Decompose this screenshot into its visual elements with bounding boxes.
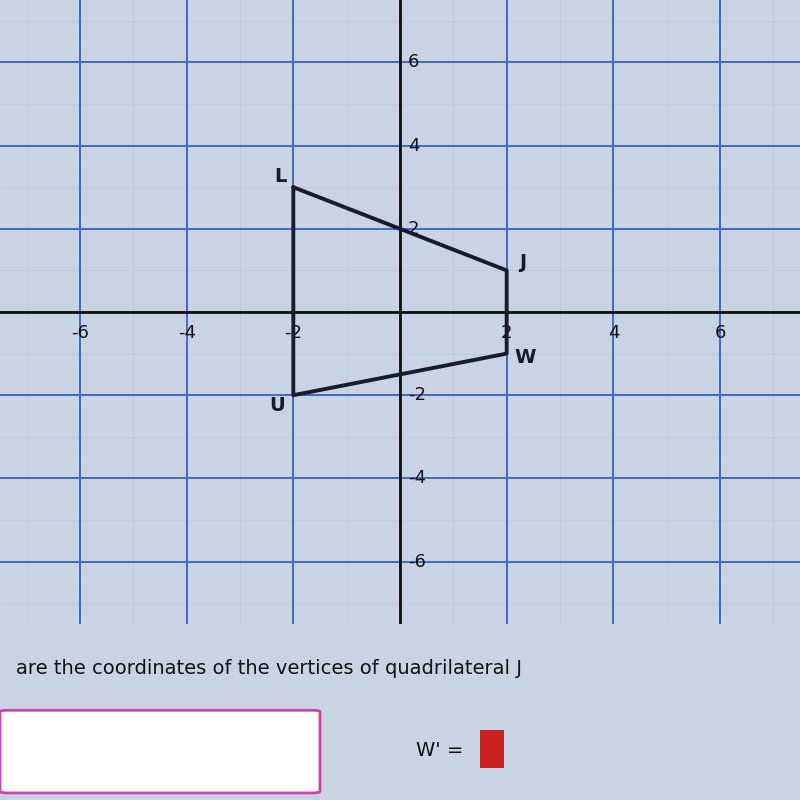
Text: are the coordinates of the vertices of quadrilateral J: are the coordinates of the vertices of q… [16,658,522,678]
Text: L: L [274,167,286,186]
Text: 4: 4 [607,325,619,342]
Text: -6: -6 [408,553,426,570]
Text: W: W [514,348,536,367]
Text: -6: -6 [71,325,89,342]
Text: 2: 2 [501,325,513,342]
Text: -2: -2 [408,386,426,404]
Bar [480,730,504,768]
Text: -4: -4 [408,470,426,487]
Text: 2: 2 [408,220,419,238]
FancyBboxPatch shape [0,710,320,793]
Text: 6: 6 [714,325,726,342]
Text: 6: 6 [408,54,419,71]
Text: J: J [519,253,526,271]
Text: U: U [270,396,286,415]
Text: 4: 4 [408,137,419,154]
Text: W' =: W' = [416,742,463,760]
Text: -2: -2 [284,325,302,342]
Text: -4: -4 [178,325,196,342]
